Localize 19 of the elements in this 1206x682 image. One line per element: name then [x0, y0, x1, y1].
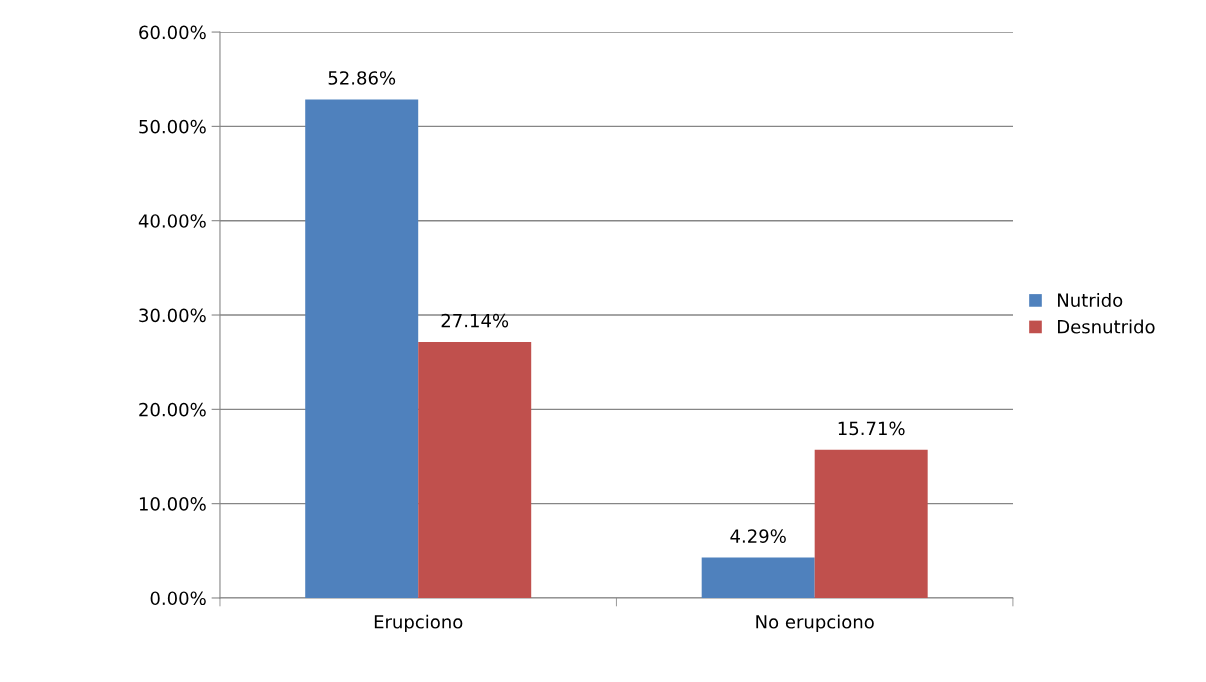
y-tick-label: 10.00%: [139, 497, 206, 511]
y-tick-label: 40.00%: [138, 214, 206, 228]
legend-label: Desnutrido: [1058, 319, 1155, 334]
bar: [418, 341, 532, 598]
bar: [814, 449, 928, 598]
x-tick-label: No erupciono: [756, 614, 874, 633]
y-tick-label: 50.00%: [139, 119, 206, 134]
data-label: 4.29%: [730, 529, 786, 543]
data-label: 52.86%: [328, 71, 396, 85]
y-tick-label: 60.00%: [139, 25, 206, 40]
data-label: 27.14%: [441, 313, 509, 328]
y-tick-label: 20.00%: [139, 402, 206, 417]
bar: [701, 557, 815, 598]
y-tick-label: 0.00%: [150, 591, 206, 606]
legend-label: Nutrido: [1058, 293, 1123, 307]
x-tick-label: Erupciono: [374, 614, 463, 633]
bar: [305, 99, 419, 598]
data-label: 15.71%: [838, 421, 905, 436]
y-tick-label: 30.00%: [139, 308, 206, 323]
